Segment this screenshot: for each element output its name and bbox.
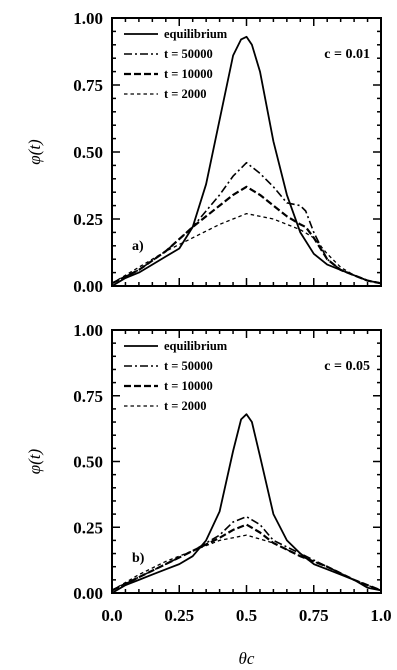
legend-label: equilibrium — [164, 339, 228, 353]
y-tick-label: 0.00 — [73, 277, 103, 296]
concentration-annotation: c = 0.05 — [324, 359, 370, 374]
series-line-equilibrium — [111, 413, 382, 594]
series-line-equilibrium — [111, 35, 382, 287]
panel-label: a) — [132, 239, 144, 254]
y-tick-label: 0.50 — [73, 143, 103, 162]
panel-a: 0.00 0.25 0.50 0.75 1.00 φ(t) equilibrium t = 5… — [25, 9, 382, 296]
x-tick-label: 0.25 — [164, 606, 194, 625]
x-tick-label: 0.75 — [299, 606, 329, 625]
legend-label: t = 10000 — [164, 379, 213, 393]
legend-label: t = 50000 — [164, 359, 213, 373]
series-line-t-10000 — [111, 185, 382, 285]
x-tick-label: 0.5 — [236, 606, 257, 625]
x-tick-label: 0.0 — [101, 606, 122, 625]
legend-label: t = 10000 — [164, 67, 213, 81]
y-tick-label: 0.25 — [73, 518, 103, 537]
concentration-annotation: c = 0.01 — [324, 47, 370, 62]
y-tick-label: 1.00 — [73, 9, 103, 28]
x-tick-label: 1.0 — [370, 606, 391, 625]
y-tick-label: 1.00 — [73, 321, 103, 340]
series-line-t-50000 — [111, 515, 382, 592]
y-tick-label: 0.75 — [73, 76, 103, 95]
y-tick-label: 0.75 — [73, 387, 103, 406]
series-line-t-2000 — [111, 212, 382, 284]
series-line-t-10000 — [111, 523, 382, 592]
legend-label: t = 2000 — [164, 87, 207, 101]
series-line-t-2000 — [111, 534, 382, 592]
legend-label: equilibrium — [164, 27, 228, 41]
y-tick-label: 0.50 — [73, 453, 103, 472]
y-axis-label: φ(t) — [25, 448, 44, 474]
y-tick-label: 0.00 — [73, 584, 103, 603]
legend-label: t = 2000 — [164, 399, 207, 413]
panel-label: b) — [132, 551, 145, 566]
panel-b: 0.00 0.25 0.50 0.75 1.00 0.0 0.25 0.5 0.75 1.0 φ(t… — [25, 321, 392, 668]
y-axis-label: φ(t) — [25, 139, 44, 165]
x-axis-label: θc — [239, 649, 255, 668]
y-tick-label: 0.25 — [73, 210, 103, 229]
legend-label: t = 50000 — [164, 47, 213, 61]
